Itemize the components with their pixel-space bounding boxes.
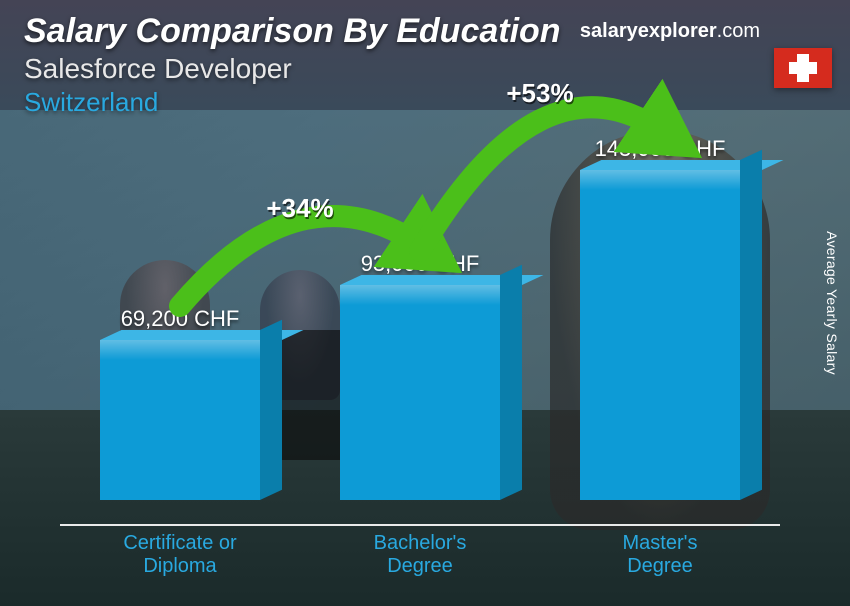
brand-logo: salaryexplorer.com [580, 20, 760, 43]
x-axis-label: Bachelor'sDegree [325, 526, 515, 586]
bar-group: 69,200 CHF [85, 306, 275, 500]
header: Salary Comparison By Education Salesforc… [24, 12, 561, 118]
bar [580, 170, 740, 500]
bar-value-label: 93,000 CHF [361, 251, 480, 277]
bar-value-label: 143,000 CHF [595, 136, 726, 162]
chart-title: Salary Comparison By Education [24, 12, 561, 51]
y-axis-label-wrap: Average Yearly Salary [822, 0, 842, 606]
chart-subtitle: Salesforce Developer [24, 53, 561, 85]
bar [340, 285, 500, 500]
y-axis-label: Average Yearly Salary [824, 231, 840, 375]
bars-container: 69,200 CHF93,000 CHF143,000 CHF [60, 170, 780, 500]
bar-group: 143,000 CHF [565, 136, 755, 500]
bar-group: 93,000 CHF [325, 251, 515, 500]
chart-area: 69,200 CHF93,000 CHF143,000 CHF Certific… [60, 170, 780, 586]
brand-main: salaryexplorer [580, 20, 717, 42]
bar [100, 340, 260, 500]
chart-country: Switzerland [24, 87, 561, 118]
bar-value-label: 69,200 CHF [121, 306, 240, 332]
x-axis-label: Certificate orDiploma [85, 526, 275, 586]
x-axis: Certificate orDiploma Bachelor'sDegree Mas… [60, 524, 780, 586]
brand-suffix: .com [717, 20, 760, 42]
x-axis-label: Master'sDegree [565, 526, 755, 586]
